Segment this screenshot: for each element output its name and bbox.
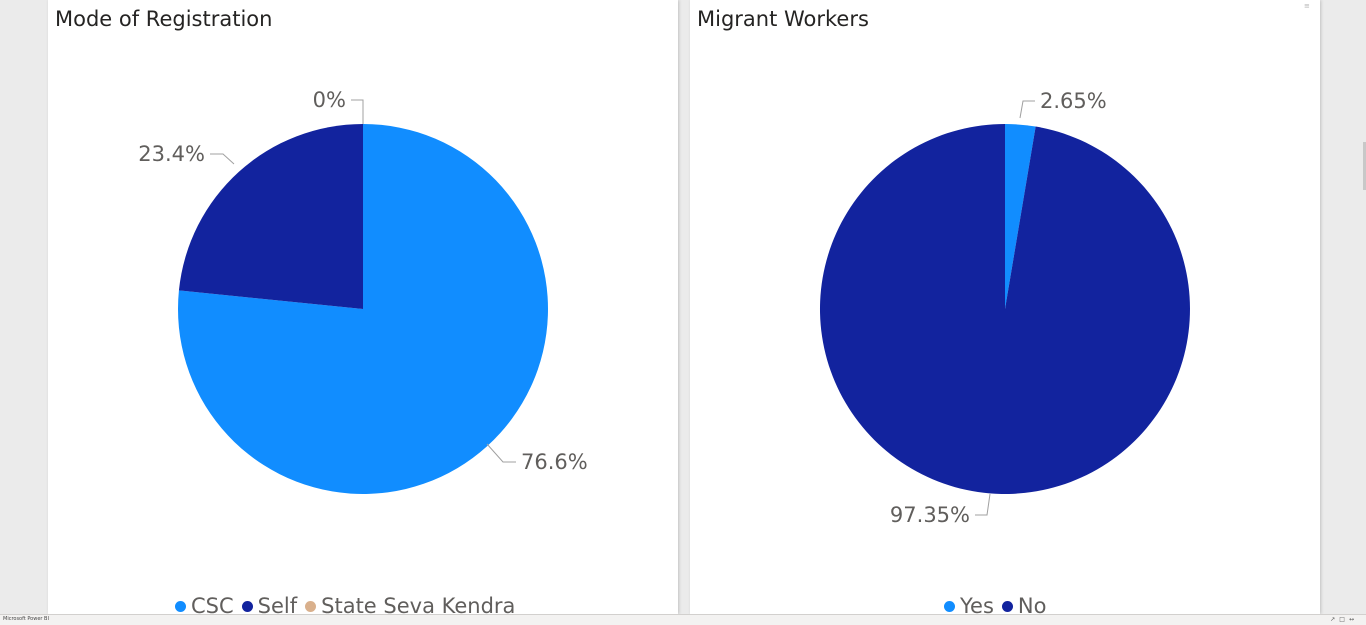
data-label: 97.35%: [890, 503, 970, 527]
pie-slice-no[interactable]: [819, 124, 1190, 494]
legend-swatch: [305, 600, 317, 612]
chart-title: Migrant Workers: [697, 7, 869, 31]
expand-icon[interactable]: ↔: [1348, 616, 1358, 623]
leader-line: [486, 443, 516, 463]
fullscreen-icon[interactable]: □: [1339, 616, 1349, 623]
status-icons: ↗□↔: [1330, 616, 1358, 623]
data-label: 0%: [313, 88, 346, 112]
pie-slice-csc[interactable]: [177, 124, 548, 494]
pie-chart-migrant-workers: 2.65% 97.35%: [819, 89, 1190, 527]
pie-slice-yes[interactable]: [1005, 124, 1036, 309]
data-label: 23.4%: [138, 142, 205, 166]
legend-swatch: [241, 600, 253, 612]
leader-line: [210, 153, 235, 165]
leader-line: [975, 493, 991, 516]
share-icon[interactable]: ↗: [1330, 616, 1340, 623]
data-label: 76.6%: [521, 450, 588, 474]
leader-line: [351, 99, 364, 124]
pie-chart-mode-of-registration: 76.6% 23.4% 0%: [138, 88, 588, 494]
legend-swatch: [175, 600, 186, 612]
more-options-icon[interactable]: ≡: [1304, 2, 1311, 10]
app-name: Microsoft Power BI: [3, 616, 49, 622]
page-scrollbar[interactable]: [1363, 142, 1366, 190]
data-label: 2.65%: [1040, 89, 1107, 113]
leader-line: [1019, 100, 1035, 119]
pie-slice-self[interactable]: [178, 123, 363, 310]
status-bar: Microsoft Power BI ↗□↔: [0, 614, 1366, 625]
legend-swatch: [944, 600, 955, 612]
legend-swatch: [1001, 600, 1013, 612]
chart-panel-mode-of-registration[interactable]: Mode of Registration 76.6% 23.4% 0% CSC Se…: [48, 0, 678, 618]
chart-title: Mode of Registration: [55, 7, 273, 31]
chart-panel-migrant-workers[interactable]: Migrant Workers ≡ 2.65% 97.35% Yes No: [690, 0, 1320, 618]
